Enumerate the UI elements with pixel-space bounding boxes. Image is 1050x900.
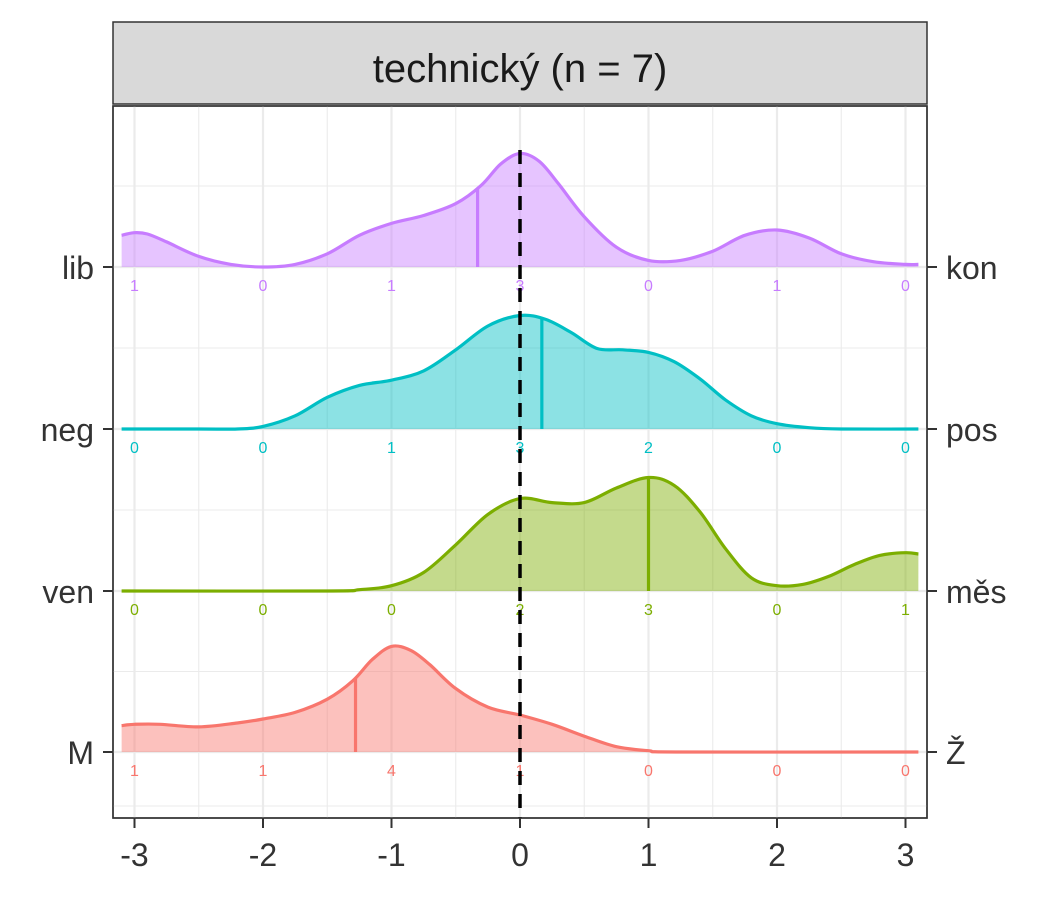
count-label: 1	[130, 278, 139, 295]
y-label-left: ven	[42, 574, 94, 610]
x-tick-label: 0	[511, 837, 529, 873]
x-tick-label: 2	[768, 837, 786, 873]
y-label-left: lib	[62, 250, 94, 286]
count-label: 0	[259, 440, 268, 457]
count-label: 0	[259, 602, 268, 619]
count-label: 0	[901, 763, 910, 780]
count-label: 2	[644, 440, 653, 457]
count-label: 4	[387, 763, 396, 780]
count-label: 0	[773, 602, 782, 619]
x-tick-label: -3	[120, 837, 148, 873]
count-label: 0	[387, 602, 396, 619]
count-label: 0	[773, 440, 782, 457]
count-label: 0	[644, 763, 653, 780]
count-label: 1	[901, 602, 910, 619]
count-label: 1	[259, 763, 268, 780]
count-label: 0	[259, 278, 268, 295]
count-label: 1	[130, 763, 139, 780]
count-label: 1	[773, 278, 782, 295]
count-label: 0	[773, 763, 782, 780]
y-label-right: měs	[946, 574, 1006, 610]
x-tick-label: -1	[377, 837, 405, 873]
y-label-left: neg	[41, 412, 94, 448]
x-tick-label: 3	[897, 837, 915, 873]
count-label: 0	[901, 278, 910, 295]
count-label: 3	[644, 602, 653, 619]
y-label-right: Ž	[946, 735, 966, 771]
count-label: 0	[644, 278, 653, 295]
count-label: 0	[130, 440, 139, 457]
y-label-right: pos	[946, 412, 998, 448]
count-label: 1	[387, 278, 396, 295]
x-tick-label: 1	[640, 837, 658, 873]
y-label-right: kon	[946, 250, 998, 286]
y-label-left: M	[67, 735, 94, 771]
count-label: 1	[387, 440, 396, 457]
count-label: 0	[130, 602, 139, 619]
x-tick-label: -2	[249, 837, 277, 873]
count-label: 0	[901, 440, 910, 457]
facet-title: technický (n = 7)	[373, 47, 668, 91]
